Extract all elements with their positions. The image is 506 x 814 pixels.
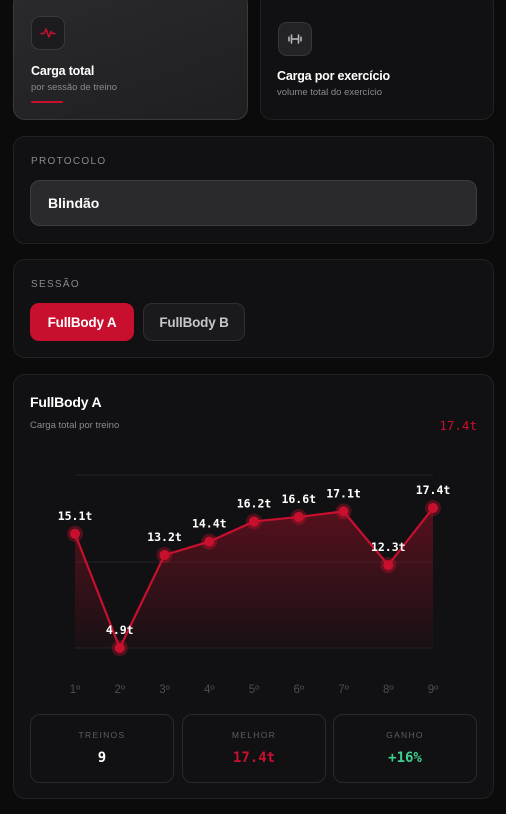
activity-icon-box xyxy=(31,16,65,50)
stat-label: TREINOS xyxy=(78,730,126,740)
active-indicator xyxy=(31,101,63,103)
data-point xyxy=(114,643,125,653)
activity-icon xyxy=(40,28,56,38)
data-label: 16.6t xyxy=(281,492,316,506)
x-tick-label: 3º xyxy=(159,684,170,696)
data-label: 17.1t xyxy=(326,486,361,500)
data-point xyxy=(249,516,259,527)
protocol-label: PROTOCOLO xyxy=(31,156,107,167)
data-point xyxy=(383,560,394,571)
protocol-select[interactable]: Blindão xyxy=(30,180,477,226)
x-tick-label: 6º xyxy=(293,684,304,696)
session-chip-fullbody-b[interactable]: FullBody B xyxy=(143,303,245,341)
data-point xyxy=(70,528,80,539)
chart-title: FullBody A xyxy=(30,394,102,410)
data-point xyxy=(293,511,304,522)
stat-value: 17.4t xyxy=(232,750,276,766)
data-point xyxy=(159,550,170,561)
area-fill xyxy=(75,508,433,648)
line-chart: 15.1t 4.9t 13.2t 14.4t 16.2t 16.6t 17.1t 12.3t 1… xyxy=(58,474,451,696)
data-label: 16.2t xyxy=(237,496,272,510)
stat-card-melhor: MELHOR 17.4t xyxy=(182,714,326,783)
mode-card-title: Carga total xyxy=(31,64,95,78)
stat-value: 9 xyxy=(97,750,107,766)
x-tick-label: 1º xyxy=(70,684,81,696)
x-tick-label: 4º xyxy=(204,684,215,696)
session-panel: SESSÃO FullBody A FullBody B xyxy=(13,259,494,358)
stat-label: GANHO xyxy=(386,730,424,740)
data-point xyxy=(338,506,349,517)
x-tick-label: 5º xyxy=(249,684,260,696)
mode-card-title: Carga por exercício xyxy=(277,69,390,83)
data-point xyxy=(204,536,215,547)
x-tick-label: 9º xyxy=(428,684,439,696)
dumbbell-icon xyxy=(288,34,302,44)
dumbbell-icon-box xyxy=(278,22,312,56)
chart-latest-value: 17.4t xyxy=(439,418,477,433)
data-label: 17.4t xyxy=(416,483,451,497)
x-tick-label: 2º xyxy=(114,684,125,696)
data-label: 15.1t xyxy=(58,509,93,523)
mode-card-subtitle: volume total do exercício xyxy=(277,87,383,98)
mode-card-subtitle: por sessão de treino xyxy=(31,82,118,93)
session-chip-fullbody-a[interactable]: FullBody A xyxy=(30,303,134,341)
mode-card-carga-total[interactable]: Carga total por sessão de treino xyxy=(13,0,248,120)
x-tick-label: 7º xyxy=(338,684,349,696)
x-tick-label: 8º xyxy=(383,684,394,696)
data-label: 13.2t xyxy=(147,530,182,544)
mode-card-carga-exercicio[interactable]: Carga por exercício volume total do exer… xyxy=(260,0,494,120)
stat-card-treinos: TREINOS 9 xyxy=(30,714,174,783)
data-label: 12.3t xyxy=(371,540,406,554)
stat-card-ganho: GANHO +16% xyxy=(333,714,477,783)
chart-panel: FullBody A Carga total por treino 17.4t … xyxy=(13,374,494,799)
stat-value: +16% xyxy=(388,750,422,766)
protocol-panel: PROTOCOLO Blindão xyxy=(13,136,494,244)
data-point xyxy=(428,503,438,513)
chart-subtitle: Carga total por treino xyxy=(30,420,120,431)
data-label: 4.9t xyxy=(106,623,134,637)
session-label: SESSÃO xyxy=(31,279,80,290)
stat-label: MELHOR xyxy=(231,730,277,740)
data-label: 14.4t xyxy=(192,517,227,531)
